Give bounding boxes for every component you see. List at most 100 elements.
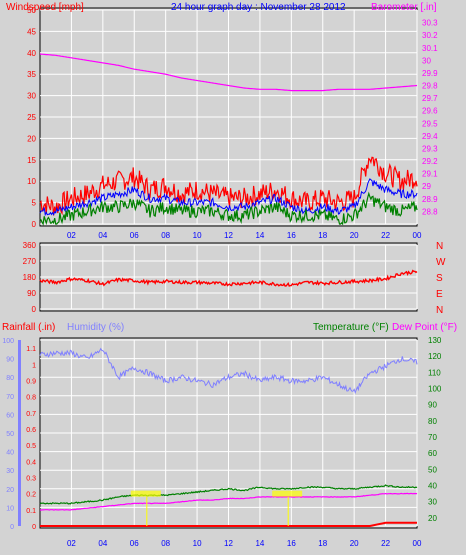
temperature-tick-label: 120 [428,352,442,361]
barometer-tick-label: 29.8 [422,82,438,91]
rain-tick-label: 1 [32,362,36,369]
hour-tick-label: 04 [98,539,107,548]
humidity-tick-label: 50 [6,431,14,438]
hour-tick-label: 16 [287,539,296,548]
hour-tick-label: 20 [350,539,359,548]
direction-tick-label: 270 [23,257,37,266]
wind-tick-label: 45 [27,27,36,36]
temperature-tick-label: 90 [428,401,437,410]
hour-tick-label: 18 [318,231,327,240]
hour-tick-label: 00 [413,231,422,240]
direction-tick-label: 360 [23,241,37,250]
temperature-title: Temperature (°F) [313,322,389,333]
wind-tick-label: 25 [27,113,36,122]
barometer-tick-label: 29.6 [422,107,438,116]
hour-tick-label: 12 [224,539,233,548]
rain-tick-label: 0.7 [26,411,36,418]
direction-tick-label: 90 [27,289,36,298]
wind-blue-line [39,178,418,217]
barometer-tick-label: 29 [422,182,431,191]
wind-direction-line [39,269,418,287]
hour-tick-label: 02 [67,539,76,548]
wind-tick-label: 30 [27,92,36,101]
compass-label: N [436,241,443,252]
hour-tick-label: 08 [161,231,170,240]
data-series [39,53,418,527]
chart-title: 24 hour graph day : November 28 2012 [171,2,346,13]
temperature-tick-label: 80 [428,417,437,426]
humidity-tick-label: 80 [6,375,14,382]
wind-green-line [39,191,418,226]
wind-tick-label: 20 [27,134,36,143]
humidity-tick-label: 20 [6,487,14,494]
hour-tick-label: 18 [318,539,327,548]
barometer-tick-label: 29.9 [422,69,438,78]
rain-tick-label: 0.4 [26,459,36,466]
hour-tick-label: 02 [67,231,76,240]
barometer-tick-label: 29.1 [422,170,438,179]
hour-tick-label: 06 [130,231,139,240]
humidity-axis-bar [18,340,21,526]
wind-tick-label: 40 [27,49,36,58]
humidity-line [39,347,418,395]
barometer-tick-label: 28.9 [422,195,438,204]
direction-tick-label: 180 [23,273,37,282]
rain-tick-label: 0.3 [26,475,36,482]
temperature-tick-label: 110 [428,368,441,377]
wind-tick-label: 35 [27,70,36,79]
temperature-tick-label: 40 [428,482,437,491]
direction-grid [40,244,418,310]
hour-tick-label: 06 [130,539,139,548]
dewpoint-line [39,492,418,511]
hour-tick-label: 22 [381,539,390,548]
rain-tick-label: 0.5 [26,443,36,450]
barometer-tick-label: 29.7 [422,94,438,103]
temperature-line [39,484,418,505]
humidity-tick-label: 90 [6,357,14,364]
rain-tick-label: 0 [32,524,36,531]
humidity-tick-label: 70 [6,394,14,401]
direction-tick-label: 0 [32,305,37,314]
highlight-marker [272,490,303,497]
wind-tick-label: 15 [27,156,36,165]
humidity-tick-label: 40 [6,450,14,457]
barometer-tick-label: 29.2 [422,157,438,166]
windspeed-line [39,156,418,216]
wind-grid [40,9,418,225]
temperature-tick-label: 50 [428,465,437,474]
rain-tick-label: 0.1 [26,508,36,515]
rain-tick-label: 0.2 [26,492,36,499]
temperature-tick-label: 130 [428,336,442,345]
hour-tick-label: 16 [287,231,296,240]
wind-tick-label: 5 [32,199,37,208]
rainfall-line [40,521,417,527]
hour-tick-label: 22 [381,231,390,240]
dewpoint-title: Dew Point (°F) [392,322,457,333]
hour-tick-label: 20 [350,231,359,240]
axis-labels: 0510152025303540455028.828.92929.129.229… [2,6,446,548]
barometer-tick-label: 30.1 [422,44,438,53]
hour-tick-label: 00 [413,539,422,548]
hour-tick-label: 08 [161,539,170,548]
barometer-tick-label: 29.3 [422,144,438,153]
temperature-tick-label: 20 [428,514,437,523]
wind-title: Windspeed [mph] [6,2,84,13]
lower-grid [40,339,418,527]
compass-label: N [436,305,443,316]
temperature-tick-label: 70 [428,433,437,442]
humidity-tick-label: 30 [6,468,14,475]
barometer-tick-label: 30 [422,56,431,65]
hour-tick-label: 10 [193,231,202,240]
wind-tick-label: 0 [32,220,37,229]
humidity-tick-label: 100 [2,338,14,345]
rain-tick-label: 1.1 [26,346,36,353]
barometer-tick-label: 30.3 [422,19,438,28]
wind-tick-label: 50 [27,6,36,15]
hour-tick-label: 12 [224,231,233,240]
humidity-tick-label: 60 [6,412,14,419]
hour-tick-label: 04 [98,231,107,240]
barometer-title: Barometer [.in] [371,2,437,13]
temperature-tick-label: 30 [428,498,437,507]
